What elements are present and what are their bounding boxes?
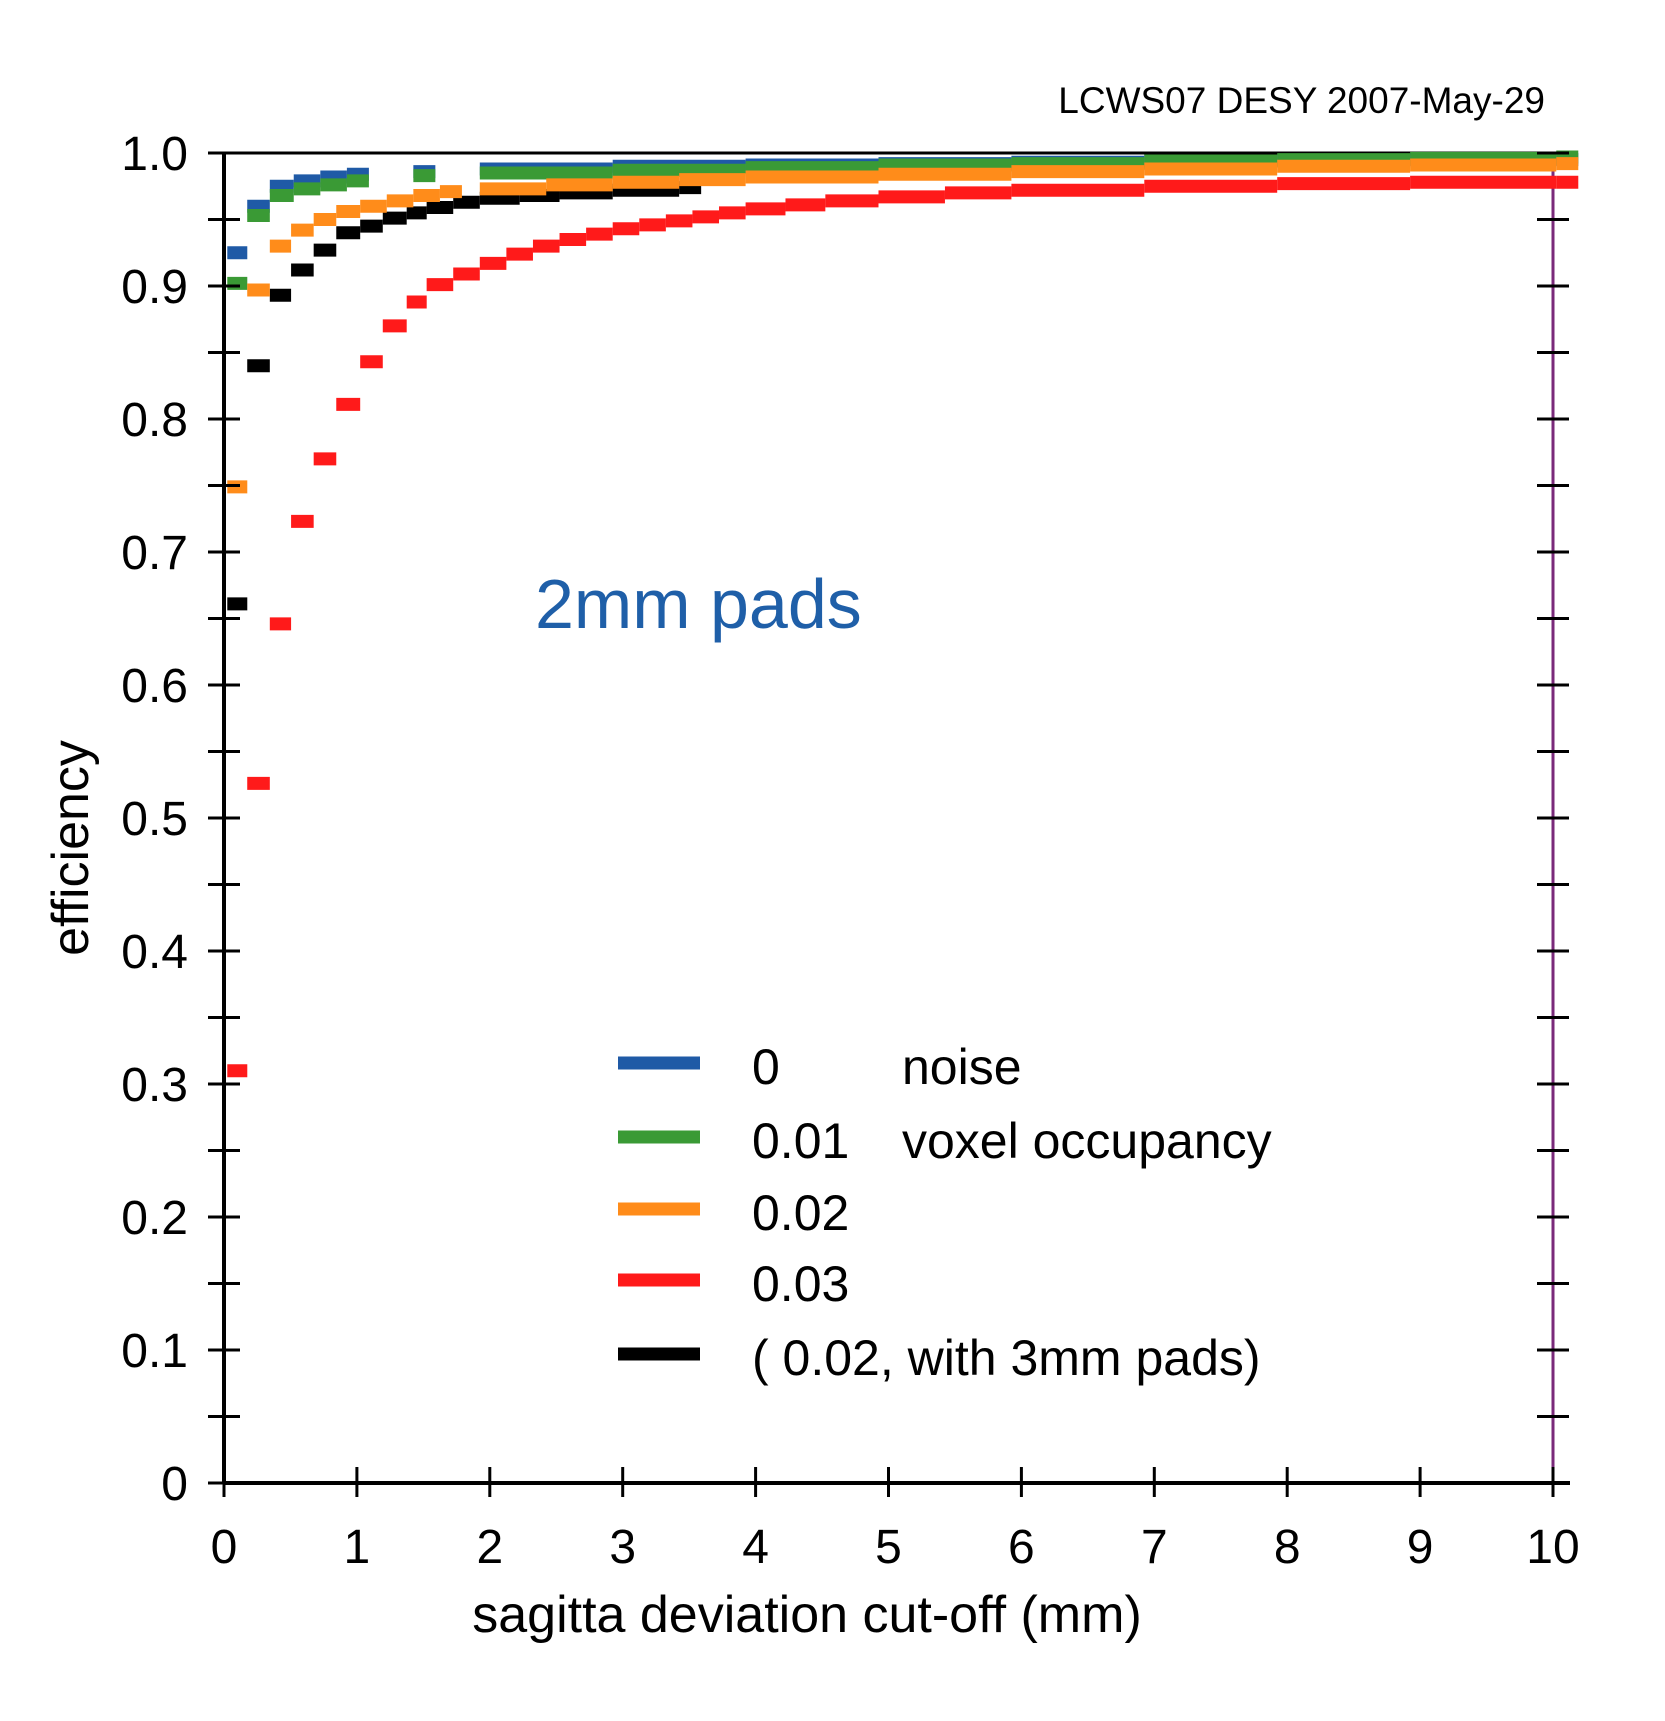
y-tick-label: 0 — [161, 1458, 188, 1511]
y-tick-label: 0.4 — [121, 926, 188, 979]
legend-description: noise — [902, 1039, 1022, 1095]
x-tick-label: 5 — [875, 1521, 902, 1574]
series-4 — [227, 181, 702, 611]
plot-frame — [222, 151, 1570, 1485]
x-tick-label: 10 — [1526, 1521, 1579, 1574]
y-tick-label: 0.6 — [121, 660, 188, 713]
series-2 — [227, 157, 1579, 494]
header-note: LCWS07 DESY 2007-May-29 — [1058, 80, 1545, 121]
legend-label: 0 — [752, 1039, 780, 1095]
legend-description: voxel occupancy — [902, 1113, 1272, 1169]
x-tick-label: 2 — [476, 1521, 503, 1574]
y-tick-label: 0.9 — [121, 261, 188, 314]
x-tick-label: 4 — [742, 1521, 769, 1574]
x-axis-ticks: 0 1 2 3 4 5 6 7 8 9 10 — [211, 1467, 1580, 1574]
x-tick-label: 8 — [1274, 1521, 1301, 1574]
y-tick-label: 1.0 — [121, 128, 188, 181]
legend-label: 0.01 — [752, 1113, 849, 1169]
x-tick-label: 7 — [1141, 1521, 1168, 1574]
y-tick-label: 0.5 — [121, 793, 188, 846]
x-tick-label: 0 — [211, 1521, 238, 1574]
x-tick-label: 6 — [1008, 1521, 1035, 1574]
x-axis-title: sagitta deviation cut-off (mm) — [472, 1586, 1142, 1644]
legend-label: ( 0.02, with 3mm pads) — [752, 1330, 1261, 1386]
y-tick-label: 0.8 — [121, 394, 188, 447]
x-tick-label: 3 — [609, 1521, 636, 1574]
y-tick-label: 0.2 — [121, 1192, 188, 1245]
y-tick-label: 0.1 — [121, 1325, 188, 1378]
y-tick-label: 0.7 — [121, 527, 188, 580]
x-tick-label: 9 — [1407, 1521, 1434, 1574]
legend-label: 0.03 — [752, 1256, 849, 1312]
series-3 — [227, 175, 1579, 1078]
pad-size-annotation: 2mm pads — [535, 565, 862, 643]
y-axis-title: efficiency — [42, 740, 100, 956]
x-tick-label: 1 — [344, 1521, 371, 1574]
data-series — [227, 150, 1579, 1078]
series-1 — [227, 150, 1579, 290]
y-axis-ticks: 0 0.1 0.2 0.3 0.4 0.5 0.6 0.7 0.8 0.9 1.0 — [121, 128, 1569, 1511]
y-tick-label: 0.3 — [121, 1059, 188, 1112]
legend-label: 0.02 — [752, 1185, 849, 1241]
legend: 0 noise 0.01 voxel occupancy 0.02 0.03 ( 0.02,… — [618, 1039, 1272, 1386]
